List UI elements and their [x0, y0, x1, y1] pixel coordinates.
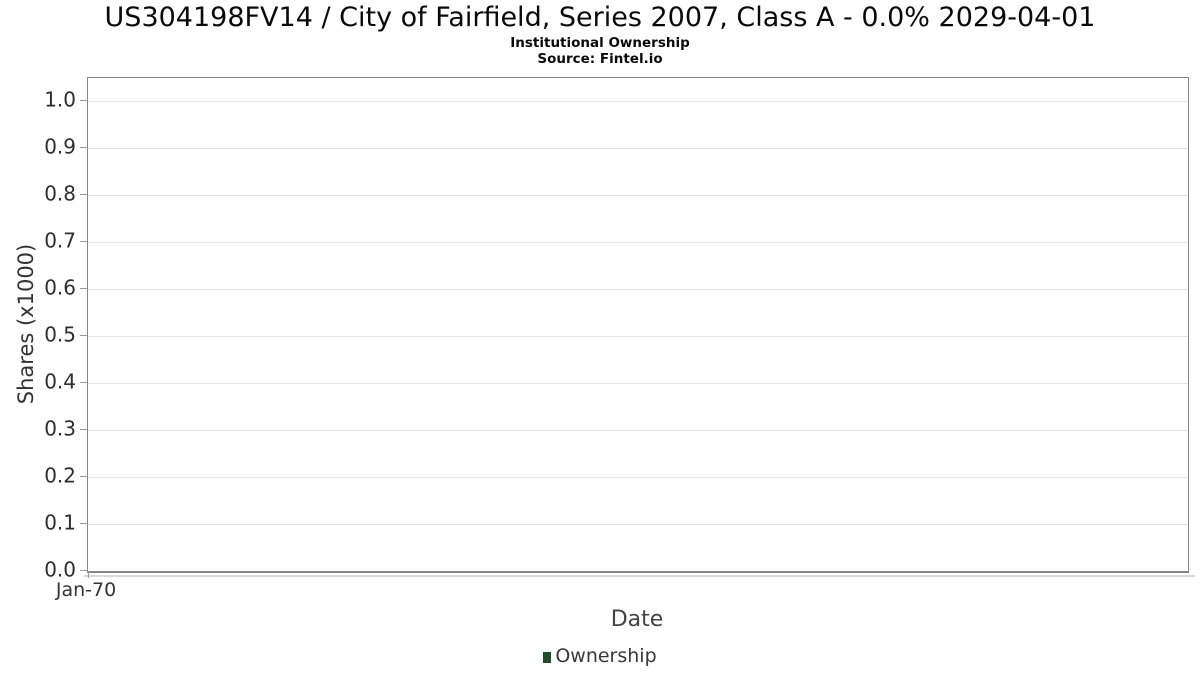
x-axis-tick-mark [88, 572, 89, 578]
y-axis-tick-mark [80, 147, 87, 149]
y-axis-tick-mark [80, 476, 87, 478]
y-axis-tick-label: 0.7 [44, 228, 76, 253]
y-gridline [88, 288, 1188, 290]
y-axis-tick-label: 0.9 [44, 134, 76, 159]
y-axis-tick-label: 0.4 [44, 369, 76, 394]
y-gridline [88, 382, 1188, 384]
legend-swatch-ownership-icon [543, 651, 552, 663]
legend-label-ownership: Ownership [555, 645, 657, 667]
x-axis-title: Date [610, 607, 664, 632]
chart-subtitle: Institutional Ownership [510, 35, 690, 51]
y-axis-tick-mark [80, 335, 87, 337]
y-gridline [88, 523, 1188, 525]
y-gridline [88, 147, 1188, 149]
y-axis-tick-mark [80, 382, 87, 384]
y-gridline [88, 429, 1188, 431]
y-axis-tick-label: 0.0 [44, 557, 76, 582]
y-axis-tick-label: 0.2 [44, 463, 76, 488]
y-axis-tick-mark [80, 523, 87, 525]
y-gridline [88, 194, 1188, 196]
y-axis-tick-mark [80, 100, 87, 102]
y-gridline [88, 100, 1188, 102]
y-axis-tick-mark [80, 570, 87, 571]
y-gridline [88, 476, 1188, 478]
y-axis-tick-mark [80, 429, 87, 431]
y-axis-tick-mark [80, 241, 87, 243]
y-axis-tick-mark [80, 194, 87, 196]
y-gridline [88, 335, 1188, 337]
y-axis-tick-label: 0.1 [44, 510, 76, 535]
x-axis-tick-label: Jan-70 [55, 579, 117, 601]
y-axis-tick-label: 0.3 [44, 416, 76, 441]
plot-area [87, 77, 1189, 573]
y-axis-tick-label: 0.6 [44, 275, 76, 300]
chart-source: Source: Fintel.io [537, 51, 663, 67]
y-axis-tick-mark [80, 288, 87, 290]
x-axis-shadow-line [84, 575, 1195, 577]
y-gridline [88, 241, 1188, 243]
y-axis-tick-label: 0.5 [44, 322, 76, 347]
y-axis-tick-label: 1.0 [44, 87, 76, 112]
y-axis-tick-label: 0.8 [44, 181, 76, 206]
chart-title: US304198FV14 / City of Fairfield, Series… [104, 2, 1096, 33]
legend: Ownership [0, 645, 1200, 667]
